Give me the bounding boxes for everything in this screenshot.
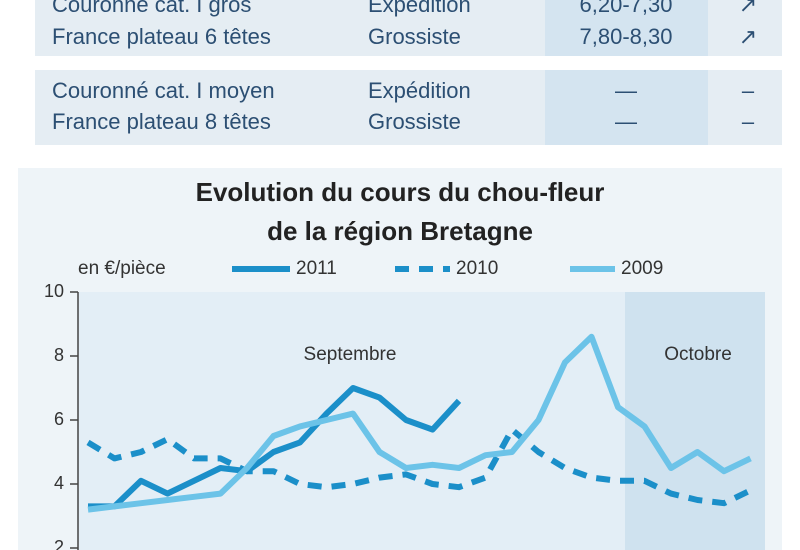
cell: France plateau 6 têtes [52, 24, 271, 49]
y-tick-label: 10 [44, 281, 64, 301]
y-axis-label: en €/pièce [78, 258, 166, 279]
cell: 7,80-8,30 [580, 24, 673, 49]
y-tick-label: 8 [54, 345, 64, 365]
series-line [86, 426, 752, 507]
legend-label: 2010 [456, 258, 498, 279]
trend: ↗ [739, 24, 757, 49]
group-gap [35, 56, 782, 70]
series-line [87, 333, 752, 513]
y-tick-label: 6 [54, 409, 64, 429]
y-tick-label: 2 [54, 537, 64, 550]
chart-title: de la région Bretagne [267, 216, 533, 246]
legend-label: 2011 [296, 258, 337, 279]
y-tick-label: 4 [54, 473, 64, 493]
annotation: Septembre [304, 344, 397, 365]
october-band [625, 292, 765, 550]
legend-label: 2009 [621, 258, 663, 279]
cell: — [615, 78, 637, 103]
cell: Couronné cat. I gros [52, 0, 251, 17]
trend: – [742, 109, 755, 134]
cell: Expédition [368, 0, 471, 17]
cell: — [615, 109, 637, 134]
cell: Expédition [368, 78, 471, 103]
cell: Grossiste [368, 24, 461, 49]
chart-title: Evolution du cours du chou-fleur [196, 177, 605, 207]
series-line [88, 385, 462, 510]
cell: France plateau 8 têtes [52, 109, 271, 134]
cell: Couronné cat. I moyen [52, 78, 275, 103]
cell: 6,20-7,30 [580, 0, 673, 17]
trend: – [742, 78, 755, 103]
price-column-bg [545, 0, 708, 145]
trend: ↗ [739, 0, 757, 17]
annotation: Octobre [664, 344, 732, 365]
cell: Grossiste [368, 109, 461, 134]
